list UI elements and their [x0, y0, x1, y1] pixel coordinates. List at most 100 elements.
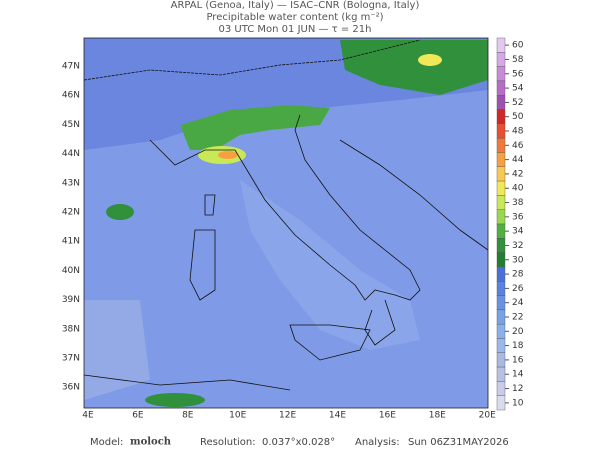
- colorbar-label: 22: [512, 313, 523, 323]
- lat-label: 36N: [62, 383, 80, 393]
- colorbar-label: 54: [512, 84, 524, 94]
- field-region: [418, 54, 442, 66]
- colorbar-box: [496, 109, 506, 125]
- colorbar-box: [496, 123, 506, 139]
- colorbar-box: [496, 366, 506, 382]
- colorbar-box: [496, 295, 506, 311]
- field-region: [180, 105, 330, 150]
- footer-value: 0.037°x0.028°: [262, 437, 335, 448]
- field-region: [145, 393, 205, 407]
- header-line: Precipitable water content (kg m⁻²): [206, 12, 383, 23]
- map-field: [84, 38, 488, 408]
- coastline: [204, 194, 216, 216]
- colorbar-box: [496, 223, 506, 239]
- map-frame: [83, 37, 489, 409]
- lat-label: 38N: [62, 324, 80, 334]
- coastline: [289, 324, 371, 361]
- field-region: [340, 40, 488, 95]
- lon-label: 10E: [229, 411, 246, 421]
- coastline: [149, 114, 421, 301]
- lon-label: 16E: [379, 411, 396, 421]
- colorbar-box: [496, 37, 506, 53]
- colorbar-label: 16: [512, 355, 524, 365]
- footer-value: Sun 06Z31MAY2026: [408, 437, 509, 448]
- colorbar-label: 44: [512, 155, 524, 165]
- colorbar-label: 40: [512, 184, 524, 194]
- colorbar-box: [496, 66, 506, 82]
- coastline: [189, 229, 216, 301]
- lon-label: 4E: [82, 411, 94, 421]
- lat-label: 46N: [62, 91, 80, 101]
- colorbar-label: 46: [512, 141, 524, 151]
- colorbar-box: [496, 195, 506, 210]
- lon-label: 8E: [182, 411, 194, 421]
- header-line: 03 UTC Mon 01 JUN — τ = 21h: [219, 24, 372, 35]
- colorbar-label: 58: [512, 55, 524, 65]
- colorbar-label: 32: [512, 241, 523, 251]
- colorbar-label: 60: [512, 41, 524, 51]
- colorbar-box: [496, 80, 506, 96]
- colorbar-label: 30: [512, 255, 524, 265]
- footer-label: Model:: [90, 437, 123, 448]
- field-region: [106, 204, 134, 220]
- lat-label: 47N: [62, 62, 80, 72]
- colorbar-box: [496, 381, 506, 396]
- field-region: [84, 300, 150, 400]
- colorbar-label: 14: [512, 370, 524, 380]
- colorbar-label: 10: [512, 398, 524, 408]
- colorbar-label: 20: [512, 327, 524, 337]
- colorbar-label: 24: [512, 298, 524, 308]
- colorbar-label: 36: [512, 212, 524, 222]
- colorbar-box: [496, 266, 506, 282]
- lon-label: 14E: [329, 411, 346, 421]
- colorbar-box: [496, 309, 506, 325]
- colorbar-box: [496, 395, 506, 411]
- lat-label: 37N: [62, 354, 80, 364]
- colorbar-box: [496, 323, 506, 339]
- footer-label: Resolution:: [200, 437, 256, 448]
- coastline: [339, 139, 489, 251]
- colorbar-label: 48: [512, 127, 524, 137]
- colorbar-box: [496, 352, 506, 368]
- lat-label: 42N: [62, 208, 80, 218]
- lon-label: 18E: [429, 411, 446, 421]
- coastline: [364, 299, 396, 346]
- colorbar-label: 42: [512, 169, 523, 179]
- colorbar-box: [496, 281, 506, 296]
- colorbar-label: 12: [512, 384, 523, 394]
- lon-label: 12E: [279, 411, 296, 421]
- colorbar-label: 50: [512, 112, 524, 122]
- lon-label: 20E: [479, 411, 496, 421]
- colorbar-box: [496, 152, 506, 167]
- colorbar-label: 26: [512, 284, 524, 294]
- lat-label: 41N: [62, 237, 80, 247]
- lat-label: 43N: [62, 178, 80, 188]
- header-line: ARPAL (Genoa, Italy) — ISAC–CNR (Bologna…: [171, 0, 420, 11]
- lat-label: 40N: [62, 266, 80, 276]
- colorbar-label: 18: [512, 341, 524, 351]
- colorbar-box: [496, 166, 506, 182]
- colorbar-label: 38: [512, 198, 524, 208]
- coastline: [83, 374, 291, 391]
- colorbar-label: 52: [512, 98, 523, 108]
- lon-label: 6E: [132, 411, 144, 421]
- field-region: [218, 151, 238, 159]
- colorbar-box: [496, 252, 506, 268]
- colorbar-box: [496, 338, 506, 353]
- colorbar-box: [496, 137, 506, 153]
- lat-label: 44N: [62, 149, 80, 159]
- footer-label: Analysis:: [355, 437, 400, 448]
- colorbar-label: 56: [512, 69, 524, 79]
- lat-label: 45N: [62, 120, 80, 130]
- colorbar-box: [496, 238, 506, 253]
- colorbar-label: 28: [512, 270, 524, 280]
- coastlines: [83, 39, 489, 391]
- colorbar-box: [496, 52, 506, 67]
- colorbar-label: 34: [512, 227, 524, 237]
- colorbar-box: [496, 95, 506, 110]
- colorbar-box: [496, 209, 506, 225]
- colorbar-box: [496, 180, 506, 196]
- lat-label: 39N: [62, 295, 80, 305]
